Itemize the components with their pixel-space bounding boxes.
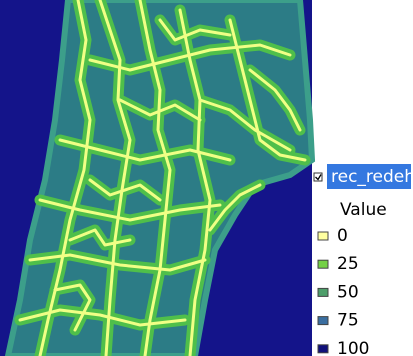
legend-swatch [318, 232, 328, 240]
legend-swatch [318, 288, 328, 296]
map-view: rec_redeh Value 0 25 50 75 100 [0, 0, 413, 356]
legend-entries: 0 25 50 75 100 [318, 226, 369, 356]
legend-label: 0 [337, 226, 348, 246]
field-name: Value [340, 200, 387, 220]
legend-label: 50 [337, 282, 359, 302]
legend-swatch [318, 345, 328, 353]
screenshot: rec_redeh Value 0 25 50 75 100 [0, 0, 413, 356]
legend-label: 25 [337, 254, 359, 274]
layer-name[interactable]: rec_redeh [331, 167, 413, 187]
legend-swatch [318, 260, 328, 268]
legend-swatch [318, 317, 328, 325]
legend-label: 75 [337, 311, 359, 331]
legend-label: 100 [337, 339, 369, 356]
